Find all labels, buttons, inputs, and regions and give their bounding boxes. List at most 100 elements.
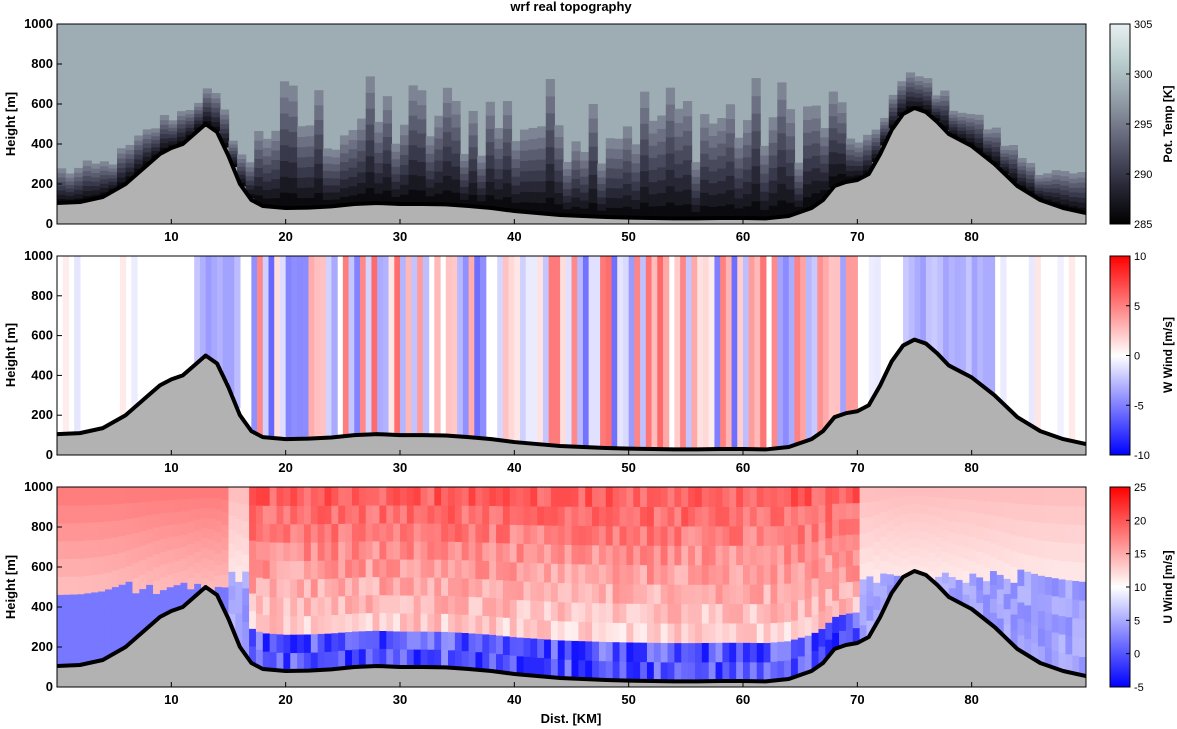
x-tick-label: 20 (278, 692, 292, 707)
field-cell (111, 503, 120, 521)
field-cell (211, 97, 221, 104)
field-cell (382, 163, 393, 178)
field-cell (1072, 580, 1080, 600)
field-cell (962, 546, 970, 559)
field-cell (82, 185, 92, 192)
field-cell (928, 505, 936, 516)
field-cell (557, 658, 566, 679)
field-cell (571, 256, 578, 447)
field-cell (935, 516, 943, 528)
field-cell (425, 195, 435, 205)
field-cell (562, 208, 573, 216)
field-cell (151, 128, 161, 133)
field-cell (957, 133, 967, 138)
field-cell (941, 529, 950, 541)
field-cell (454, 523, 463, 542)
field-cell (708, 135, 718, 148)
field-cell (542, 256, 550, 445)
field-cell (935, 546, 943, 558)
field-cell (832, 519, 840, 537)
field-cell (111, 487, 120, 505)
field-cell (962, 582, 970, 595)
field-cell (839, 598, 847, 615)
field-cell (420, 613, 429, 632)
field-cell (324, 614, 332, 634)
field-cell (228, 585, 236, 600)
field-cell (125, 612, 134, 629)
field-cell (626, 506, 634, 527)
field-cell (1034, 187, 1044, 191)
field-cell (825, 487, 833, 505)
field-cell (859, 624, 868, 641)
field-cell (427, 505, 435, 524)
field-cell (111, 553, 120, 571)
field-cell (442, 87, 453, 103)
field-cell (828, 103, 838, 117)
field-cell (408, 115, 418, 131)
field-cell (768, 154, 778, 169)
y-tick-label: 1000 (24, 479, 53, 494)
field-cell (859, 532, 868, 549)
field-cell (125, 581, 134, 598)
field-cell (177, 123, 187, 129)
field-cell (873, 487, 881, 502)
field-cell (588, 118, 598, 133)
field-cell (283, 597, 291, 617)
field-cell (408, 174, 418, 190)
field-cell (461, 614, 470, 634)
field-cell (648, 205, 658, 219)
field-cell (1072, 524, 1080, 544)
field-cell (57, 185, 67, 191)
field-cell (454, 505, 463, 524)
field-cell (242, 604, 250, 622)
field-cell (1024, 604, 1032, 623)
field-cell (235, 549, 243, 567)
field-cell (357, 193, 367, 205)
x-tick-label: 10 (164, 229, 178, 244)
field-cell (928, 561, 936, 572)
field-cell (151, 135, 161, 140)
field-cell (1058, 505, 1067, 525)
field-cell (1031, 556, 1039, 574)
field-cell (800, 256, 807, 443)
field-cell (331, 487, 339, 506)
field-cell (897, 107, 907, 113)
field-cell (760, 173, 770, 183)
field-cell (142, 147, 152, 153)
field-cell (117, 176, 127, 183)
field-cell (722, 603, 730, 624)
field-cell (214, 498, 223, 510)
field-cell (871, 137, 881, 143)
field-cell (305, 156, 315, 168)
field-cell (811, 167, 821, 181)
field-cell (276, 578, 284, 598)
field-cell (530, 656, 538, 677)
field-cell (151, 139, 161, 144)
field-cell (358, 558, 367, 578)
field-cell (177, 119, 187, 125)
field-cell (194, 119, 204, 125)
field-cell (1003, 547, 1012, 564)
field-cell (279, 128, 290, 146)
field-cell (852, 565, 861, 582)
field-cell (688, 603, 696, 624)
y-tick-label: 1000 (24, 16, 53, 31)
field-cell (262, 523, 271, 543)
colorbar-tick-label: -5 (1134, 400, 1144, 412)
field-cell (283, 523, 291, 543)
field-cell (475, 560, 483, 580)
field-cell (194, 106, 204, 111)
field-cell (760, 200, 770, 210)
field-cell (146, 514, 154, 530)
field-cell (406, 487, 415, 506)
field-cell (640, 123, 650, 140)
field-cell (125, 518, 134, 535)
field-cell (194, 508, 202, 520)
field-cell (1010, 534, 1018, 552)
field-cell (605, 641, 614, 662)
field-cell (365, 256, 373, 435)
field-cell (564, 563, 573, 584)
field-cell (1000, 166, 1010, 171)
field-cell (1072, 487, 1080, 507)
field-cell (322, 148, 332, 157)
